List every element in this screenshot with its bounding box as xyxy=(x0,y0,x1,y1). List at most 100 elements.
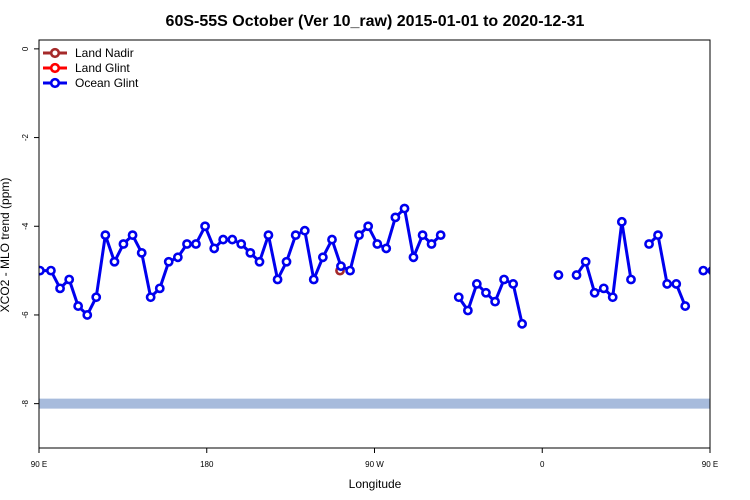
legend-swatch-marker xyxy=(49,47,61,59)
series-line xyxy=(647,233,687,307)
data-point xyxy=(607,292,618,303)
legend-swatch-marker xyxy=(49,77,61,89)
data-point xyxy=(598,283,609,294)
data-point xyxy=(254,256,265,267)
data-point xyxy=(163,256,174,267)
data-point xyxy=(308,274,319,285)
x-tick-label: 90 E xyxy=(31,460,47,469)
data-point xyxy=(100,230,111,241)
data-point xyxy=(372,239,383,249)
data-point xyxy=(499,274,509,285)
legend-item: Land Glint xyxy=(43,61,130,75)
data-point xyxy=(109,256,120,267)
data-point xyxy=(471,279,482,289)
x-axis-title: Longitude xyxy=(349,477,402,491)
series-layer xyxy=(39,203,750,329)
data-point xyxy=(245,247,256,258)
data-point xyxy=(462,305,473,316)
data-point xyxy=(680,301,691,311)
data-point xyxy=(236,239,247,249)
y-tick-label: 0 xyxy=(21,46,30,51)
data-point xyxy=(553,270,564,280)
y-axis-title: XCO2 - MLO trend (ppm) xyxy=(0,178,12,313)
chart-title: 60S-55S October (Ver 10_raw) 2015-01-01 … xyxy=(166,13,585,30)
y-tick-label: -4 xyxy=(21,222,30,230)
data-point xyxy=(73,301,84,311)
data-point xyxy=(281,256,292,267)
data-point xyxy=(91,292,102,303)
data-point xyxy=(698,265,709,276)
data-point xyxy=(327,234,337,245)
data-point xyxy=(336,261,346,272)
data-point xyxy=(299,225,310,236)
data-point xyxy=(508,279,519,289)
data-point xyxy=(363,221,374,232)
x-tick-label: 180 xyxy=(200,460,214,469)
data-point xyxy=(182,239,192,249)
data-point xyxy=(191,239,201,249)
data-point xyxy=(272,274,283,285)
data-point xyxy=(345,265,355,276)
y-tick-label: -8 xyxy=(21,400,30,408)
data-point xyxy=(82,310,93,320)
data-point xyxy=(127,230,138,241)
data-point xyxy=(390,212,401,223)
data-point xyxy=(644,239,654,249)
data-point xyxy=(317,252,328,263)
data-point xyxy=(490,296,500,307)
data-point xyxy=(727,276,734,283)
x-tick-label: 90 W xyxy=(365,460,384,469)
data-point xyxy=(736,302,743,309)
data-point xyxy=(381,243,392,254)
legend-swatch-marker xyxy=(49,62,61,74)
data-point xyxy=(55,283,65,294)
x-axis: 90 E 180 90 W 0 90 E xyxy=(31,448,718,469)
data-point xyxy=(426,239,437,249)
data-point xyxy=(118,239,129,249)
legend-item: Ocean Glint xyxy=(43,76,139,90)
data-point xyxy=(39,265,45,276)
data-point xyxy=(580,256,591,267)
x-tick-label: 0 xyxy=(540,460,545,469)
data-point xyxy=(209,243,220,254)
data-point xyxy=(653,230,663,241)
data-point xyxy=(399,203,410,214)
data-point xyxy=(172,252,183,263)
data-point xyxy=(136,247,147,258)
y-tick-label: -2 xyxy=(21,133,30,141)
data-point xyxy=(64,274,75,285)
legend-label: Ocean Glint xyxy=(75,76,139,90)
series-ocean-glint xyxy=(39,203,750,329)
data-point xyxy=(290,230,301,241)
data-point xyxy=(408,252,419,263)
y-tick-label: -6 xyxy=(21,311,30,319)
data-point xyxy=(616,216,627,227)
data-point xyxy=(218,234,229,245)
legend-item: Land Nadir xyxy=(43,46,134,60)
data-point xyxy=(662,279,673,289)
data-point xyxy=(435,230,446,241)
data-point xyxy=(145,292,156,303)
data-point xyxy=(417,230,428,241)
data-point xyxy=(671,279,682,289)
data-point xyxy=(46,265,56,276)
y-axis: 0 -2 -4 -6 -8 xyxy=(21,46,39,407)
data-point xyxy=(481,287,491,298)
data-point xyxy=(626,274,636,285)
data-point xyxy=(718,285,725,292)
data-point xyxy=(354,230,364,241)
data-point xyxy=(453,292,464,303)
data-point xyxy=(227,234,238,245)
data-point xyxy=(200,221,210,232)
data-point xyxy=(517,318,528,329)
legend-label: Land Glint xyxy=(75,61,130,75)
data-point xyxy=(745,311,750,318)
x-tick-label: 90 E xyxy=(702,460,718,469)
legend-label: Land Nadir xyxy=(75,46,134,60)
data-point xyxy=(154,283,165,294)
data-point xyxy=(263,230,274,241)
data-point xyxy=(571,270,582,280)
data-point xyxy=(589,287,600,298)
